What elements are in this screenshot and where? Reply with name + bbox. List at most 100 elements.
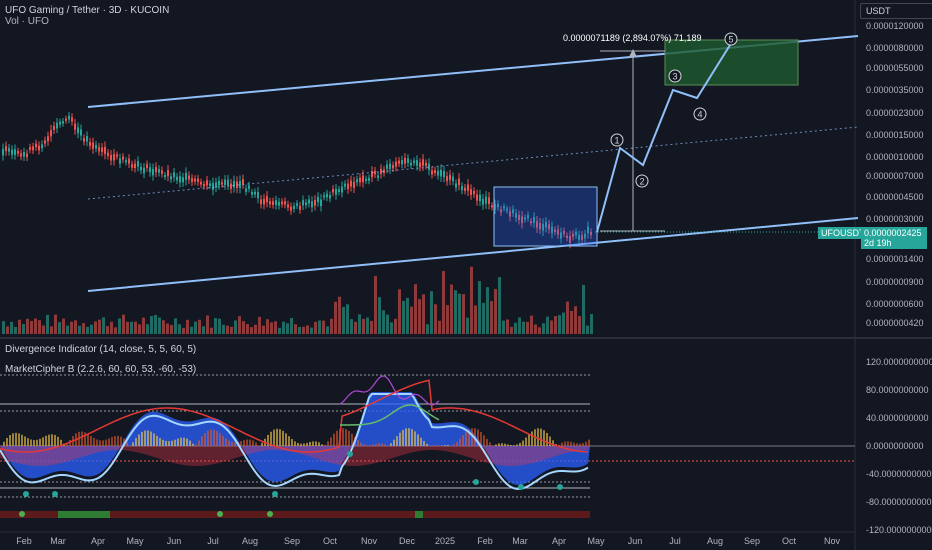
volume-bar <box>366 317 369 334</box>
candle-body <box>41 144 43 149</box>
histogram-bar <box>543 430 545 446</box>
candle-body <box>317 196 319 203</box>
volume-bar <box>354 321 357 334</box>
volume-bar <box>390 322 393 334</box>
volume-bar <box>62 318 65 334</box>
candle-body <box>362 175 364 183</box>
histogram-bar <box>282 430 284 446</box>
histogram-bar <box>420 437 422 446</box>
candle-body <box>539 223 541 230</box>
histogram-bar <box>303 443 305 446</box>
time-axis-label: Sep <box>744 536 760 546</box>
volume-bar <box>166 323 169 334</box>
candle-body <box>482 198 484 205</box>
divergence-indicator-label[interactable]: Divergence Indicator (14, close, 5, 5, 6… <box>5 344 197 355</box>
volume-bar <box>54 314 57 334</box>
marketcipher-label[interactable]: MarketCipher B (2.2.6, 60, 60, 53, -60, … <box>5 364 197 375</box>
candle-body <box>392 165 394 169</box>
volume-bar <box>566 301 569 334</box>
candle-body <box>323 195 325 198</box>
time-axis-label: Feb <box>477 536 493 546</box>
volume-bar <box>502 320 505 334</box>
volume-bar <box>474 305 477 334</box>
candle-body <box>470 189 472 195</box>
candle-body <box>74 123 76 130</box>
histogram-bar <box>492 445 494 446</box>
candle-body <box>320 199 322 207</box>
candle-body <box>113 154 115 161</box>
volume-bar <box>306 325 309 334</box>
volume-bar <box>278 327 281 334</box>
histogram-bar <box>240 441 242 446</box>
candle-body <box>164 175 166 178</box>
volume-label[interactable]: Vol · UFO <box>5 16 49 27</box>
candle-body <box>200 181 202 185</box>
volume-bar <box>498 277 501 334</box>
histogram-bar <box>507 444 509 446</box>
histogram-bar <box>147 430 149 446</box>
time-axis-label: Dec <box>399 536 416 546</box>
histogram-bar <box>93 437 95 446</box>
histogram-bar <box>291 439 293 446</box>
histogram-bar <box>333 433 335 446</box>
volume-bar <box>562 312 565 334</box>
histogram-bar <box>144 430 146 446</box>
candle-body <box>287 204 289 208</box>
price-scale-label: 0.0000004500 <box>866 192 924 202</box>
histogram-bar <box>57 436 59 446</box>
histogram-bar <box>171 440 173 446</box>
indicator-scale-label: -120.0000000000 <box>866 525 932 535</box>
symbol-title[interactable]: UFO Gaming / Tether · 3D · KUCOIN <box>5 5 170 16</box>
volume-bar <box>422 294 425 334</box>
histogram-bar <box>183 437 185 446</box>
histogram-bar <box>402 429 404 446</box>
histogram-bar <box>192 443 194 446</box>
volume-bar <box>338 296 341 334</box>
volume-bar <box>466 317 469 334</box>
signal-dot <box>23 491 29 497</box>
volume-bar <box>470 266 473 334</box>
volume-bar <box>586 325 589 334</box>
histogram-bar <box>177 438 179 446</box>
volume-bar <box>558 315 561 334</box>
candle-body <box>146 164 148 168</box>
candle-body <box>26 153 28 158</box>
volume-bar <box>242 321 245 334</box>
volume-bar <box>298 326 301 334</box>
volume-bar <box>106 326 109 334</box>
volume-bar <box>578 316 581 334</box>
histogram-bar <box>513 445 515 446</box>
volume-bar <box>534 324 537 334</box>
candle-body <box>152 168 154 176</box>
candle-body <box>329 195 331 199</box>
volume-bar <box>270 322 273 334</box>
histogram-bar <box>3 441 5 446</box>
histogram-bar <box>378 443 380 446</box>
volume-bar <box>46 314 49 334</box>
time-axis-label: Sep <box>284 536 300 546</box>
currency-selector[interactable]: USDT <box>860 3 932 19</box>
candle-body <box>557 229 559 235</box>
histogram-bar <box>117 435 119 446</box>
volume-bar <box>322 320 325 334</box>
candle-body <box>389 163 391 170</box>
volume-bar <box>210 327 213 334</box>
candle-body <box>224 179 226 185</box>
volume-bar <box>186 319 189 334</box>
volume-bar <box>78 325 81 334</box>
candle-body <box>554 229 556 233</box>
candle-body <box>221 182 223 185</box>
projection-path <box>596 44 731 233</box>
histogram-bar <box>126 441 128 446</box>
candle-body <box>56 122 58 129</box>
volume-bar <box>138 324 141 334</box>
candle-body <box>587 226 589 234</box>
histogram-bar <box>210 429 212 446</box>
histogram-bar <box>453 444 455 446</box>
histogram-bar <box>42 437 44 446</box>
histogram-bar <box>417 434 419 446</box>
candle-body <box>5 146 7 152</box>
candle-body <box>551 226 553 234</box>
